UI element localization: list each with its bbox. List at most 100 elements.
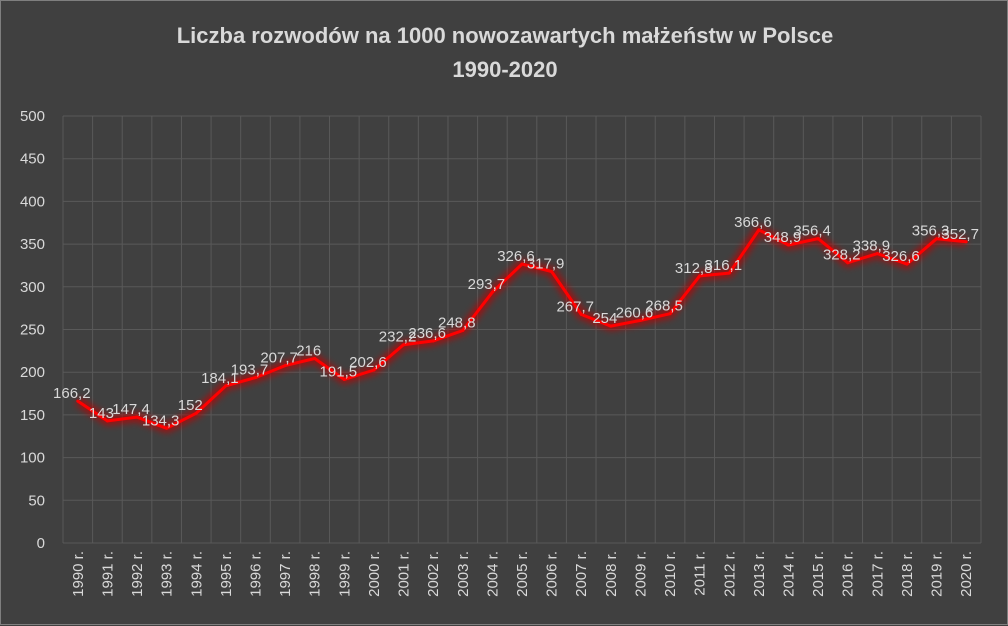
x-tick-label: 2003 r. — [455, 551, 472, 597]
data-label: 316,1 — [705, 257, 743, 274]
y-tick-label: 100 — [20, 450, 45, 467]
data-point — [194, 411, 198, 415]
x-tick-label: 2014 r. — [781, 551, 798, 597]
data-label: 236,6 — [408, 325, 446, 342]
data-point — [165, 426, 169, 430]
data-label: 207,7 — [260, 350, 298, 367]
y-tick-label: 350 — [20, 236, 45, 253]
data-point — [579, 312, 583, 316]
y-tick-label: 250 — [20, 322, 45, 339]
data-label: 152 — [178, 397, 203, 414]
data-point — [816, 237, 820, 241]
data-point — [520, 262, 524, 266]
data-point — [313, 357, 317, 361]
data-label: 166,2 — [53, 385, 91, 402]
x-tick-label: 1998 r. — [307, 551, 324, 597]
data-point — [787, 243, 791, 247]
x-tick-label: 2004 r. — [484, 551, 501, 597]
x-tick-label: 2009 r. — [632, 551, 649, 597]
data-label: 317,9 — [527, 256, 565, 273]
data-point — [727, 271, 731, 275]
series — [75, 225, 968, 433]
x-tick-label: 2006 r. — [544, 551, 561, 597]
x-tick-label: 2007 r. — [573, 551, 590, 597]
data-point — [342, 377, 346, 381]
x-tick-label: 1993 r. — [159, 551, 176, 597]
data-label: 328,2 — [823, 247, 861, 264]
x-tick-label: 2011 r. — [692, 551, 709, 596]
data-point — [757, 228, 761, 232]
data-label: 134,3 — [142, 412, 180, 429]
data-label: 232,2 — [379, 329, 417, 346]
data-label: 268,5 — [645, 298, 683, 315]
x-tick-label: 2017 r. — [869, 551, 886, 597]
data-label: 312,8 — [675, 260, 713, 277]
data-point — [135, 415, 139, 419]
data-label: 260,6 — [616, 304, 654, 321]
data-point — [372, 368, 376, 372]
x-tick-label: 1990 r. — [70, 551, 87, 597]
data-point — [638, 318, 642, 322]
data-label: 326,6 — [497, 248, 535, 265]
chart-title: Liczba rozwodów na 1000 nowozawartych ma… — [1, 19, 1008, 87]
data-point — [935, 237, 939, 241]
data-point — [668, 312, 672, 316]
x-tick-label: 2015 r. — [810, 551, 827, 597]
x-tick-label: 1997 r. — [277, 551, 294, 597]
y-tick-label: 150 — [20, 407, 45, 424]
data-point — [698, 274, 702, 278]
x-tick-label: 2020 r. — [958, 551, 975, 597]
data-point — [105, 419, 109, 423]
data-point — [224, 384, 228, 388]
x-tick-label: 2010 r. — [662, 551, 679, 597]
grid — [62, 115, 982, 544]
y-tick-label: 50 — [28, 492, 45, 509]
data-label: 356,3 — [912, 223, 950, 240]
y-tick-label: 200 — [20, 364, 45, 381]
x-tick-label: 2005 r. — [514, 551, 531, 597]
data-point — [461, 329, 465, 333]
data-label: 202,6 — [349, 354, 387, 371]
data-label: 267,7 — [556, 298, 594, 315]
x-tick-label: 2002 r. — [425, 551, 442, 597]
data-label: 356,4 — [793, 223, 831, 240]
y-tick-label: 400 — [20, 193, 45, 210]
data-point — [550, 270, 554, 274]
data-label: 338,9 — [853, 238, 891, 255]
data-label: 143 — [89, 405, 114, 422]
x-tick-label: 2016 r. — [840, 551, 857, 597]
data-point — [905, 262, 909, 266]
data-point — [490, 290, 494, 294]
chart-title-line1: Liczba rozwodów na 1000 nowozawartych ma… — [176, 23, 834, 48]
data-label: 366,6 — [734, 214, 772, 231]
chart-title-line2: 1990-2020 — [452, 57, 558, 82]
y-tick-label: 500 — [20, 108, 45, 125]
x-tick-label: 2013 r. — [751, 551, 768, 597]
data-label: 191,5 — [320, 363, 358, 380]
x-tick-label: 2019 r. — [929, 551, 946, 597]
data-point — [846, 261, 850, 265]
data-point — [964, 240, 968, 244]
x-tick-label: 2008 r. — [603, 551, 620, 597]
data-point — [875, 252, 879, 256]
x-tick-label: 1992 r. — [129, 551, 146, 597]
data-label: 352,7 — [941, 226, 979, 243]
data-label: 293,7 — [468, 276, 506, 293]
y-tick-label: 0 — [37, 535, 45, 552]
x-tick-label: 1996 r. — [247, 551, 264, 597]
data-label: 248,8 — [438, 315, 476, 332]
x-tick-label: 2000 r. — [366, 551, 383, 597]
data-label: 326,6 — [882, 248, 920, 265]
data-label: 147,4 — [112, 401, 150, 418]
data-label: 216 — [296, 343, 321, 360]
x-tick-label: 2018 r. — [899, 551, 916, 597]
data-point — [76, 399, 80, 403]
data-point — [283, 364, 287, 368]
data-label: 193,7 — [231, 362, 269, 379]
y-tick-label: 300 — [20, 279, 45, 296]
x-tick-label: 1991 r. — [99, 551, 116, 597]
x-tick-label: 1999 r. — [336, 551, 353, 597]
x-axis: 1990 r. 1991 r. 1992 r. 1993 r. 1994 r. 1995 … — [70, 551, 975, 597]
